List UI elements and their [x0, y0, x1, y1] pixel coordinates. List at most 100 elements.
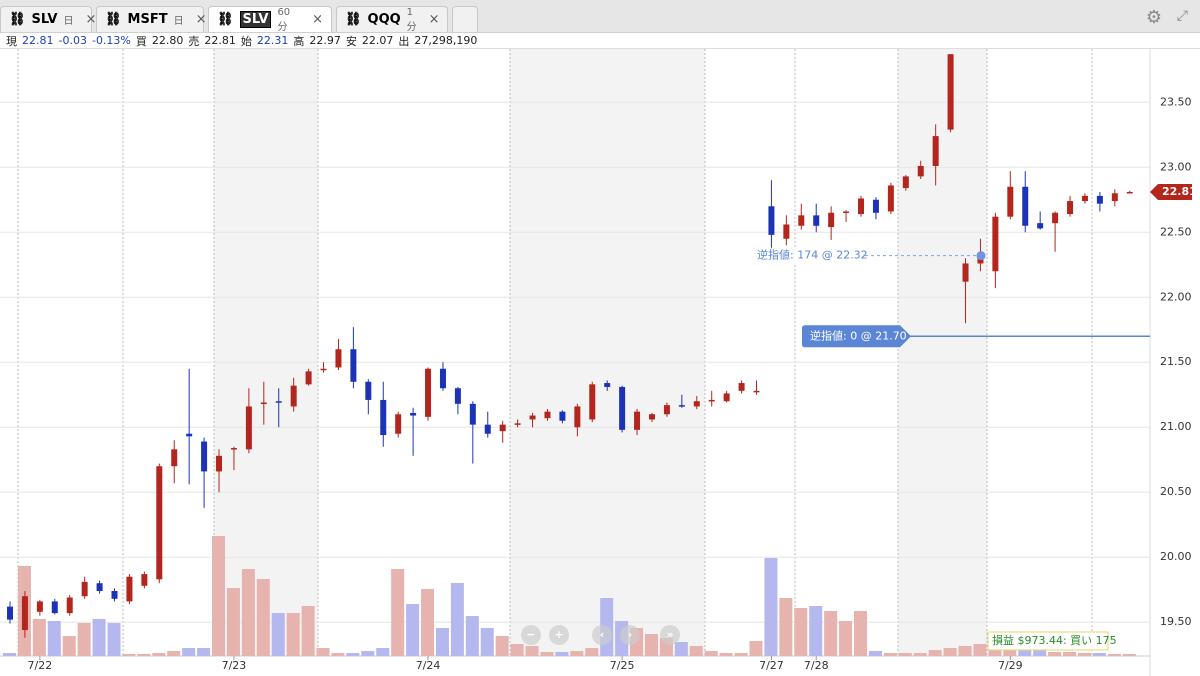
volume-bar: [734, 653, 748, 656]
zoom-button[interactable]: [620, 625, 640, 645]
volume-bar: [794, 608, 808, 656]
volume-bar: [301, 606, 315, 656]
session-shade: [214, 49, 318, 656]
volume-bar: [182, 648, 196, 656]
close-tab[interactable]: ×: [428, 12, 440, 27]
candle-body: [141, 574, 148, 586]
volume-bar: [212, 536, 226, 656]
volume-bar: [585, 648, 599, 656]
volume-bar: [943, 648, 957, 656]
candle-body: [932, 136, 939, 166]
zoom-icon: »: [666, 628, 673, 641]
close-tab[interactable]: ×: [312, 12, 323, 27]
label: 買: [135, 34, 147, 48]
candle-body: [439, 368, 446, 389]
volume-bar: [286, 613, 300, 656]
candle-body: [275, 401, 282, 403]
label: 現: [6, 34, 17, 48]
zoom-icon: −: [526, 628, 535, 641]
pnl-box: [987, 631, 1109, 651]
candle-body: [917, 165, 924, 177]
candle-body: [1067, 201, 1074, 215]
tab-symbol: MSFT: [127, 12, 168, 27]
tab[interactable]: ⛓ MSFT 日 ×: [96, 6, 207, 32]
zoom-button[interactable]: [521, 625, 541, 645]
link-icon: ⛓: [105, 12, 122, 27]
session-lines: [17, 49, 1093, 656]
volume-bar: [570, 651, 584, 656]
volume-bar: [480, 628, 494, 656]
candle-body: [604, 383, 611, 387]
candle-body: [186, 433, 193, 437]
zoom-button[interactable]: [549, 625, 569, 645]
volume-bar: [92, 619, 106, 656]
tab[interactable]: ⛓ SLV 日 ×: [0, 6, 96, 32]
candle-body: [156, 466, 163, 580]
volume-bar: [391, 569, 405, 656]
candle-body: [410, 412, 417, 416]
label: 売: [188, 34, 200, 48]
volume-bar: [450, 583, 464, 656]
volume-bar: [1018, 650, 1032, 656]
y-tick-label: 23.00: [1160, 160, 1192, 173]
candle-body: [798, 215, 805, 226]
tab[interactable]: ⛓ SLV 60 分 ×: [208, 6, 332, 33]
close-tab[interactable]: ×: [195, 12, 207, 27]
candle-body: [81, 581, 88, 597]
link-icon: ⛓: [345, 12, 362, 27]
expand-icon[interactable]: ⤢: [1176, 8, 1188, 24]
volume-bar: [1033, 650, 1047, 656]
last-price-tag: [1150, 183, 1192, 200]
candle-body: [201, 441, 208, 472]
volume-bar: [376, 648, 390, 656]
zoom-button[interactable]: [592, 625, 612, 645]
volume-bar: [809, 606, 823, 656]
value: 22.80: [151, 34, 184, 47]
candle-body: [36, 601, 43, 612]
volume-bar: [1077, 653, 1091, 656]
candle-body: [902, 176, 909, 189]
settings-icon[interactable]: ⚙: [1145, 7, 1162, 28]
candle-body: [469, 403, 476, 425]
volume-bar: [241, 569, 255, 656]
candle-body: [171, 449, 178, 467]
candle-body: [858, 198, 865, 215]
volume-bar: [107, 623, 121, 656]
order-label: 逆指値: 0 @ 21.70: [810, 328, 907, 342]
candle-body: [1126, 191, 1133, 194]
new-tab[interactable]: [452, 6, 478, 32]
volume-bar: [674, 642, 688, 656]
zoom-button[interactable]: [660, 625, 680, 645]
candle-body: [1052, 212, 1059, 224]
close-tab[interactable]: ×: [85, 12, 97, 27]
volume-bar: [1107, 654, 1121, 656]
candle-body: [663, 405, 670, 415]
volume-bar: [958, 646, 972, 656]
candle-body: [335, 349, 342, 368]
candle-body: [992, 216, 999, 272]
candle-body: [350, 349, 357, 382]
value: -0.03: [58, 34, 87, 47]
volume-bar: [749, 641, 763, 656]
order-tag: [802, 325, 911, 348]
volume-bar: [1003, 648, 1017, 656]
volume-bar: [1048, 652, 1062, 656]
candle-body: [1037, 223, 1044, 229]
value: -0.13%: [91, 34, 131, 47]
tab-symbol: SLV: [239, 11, 272, 28]
volume-bar: [435, 628, 449, 656]
volume-bar: [1063, 652, 1077, 656]
volume-bar: [122, 654, 136, 656]
volume-bar: [1122, 654, 1136, 656]
link-icon: ⛓: [9, 12, 26, 27]
candle-body: [678, 405, 685, 407]
tab[interactable]: ⛓ QQQ 1 分 ×: [336, 6, 448, 33]
volume-bar: [346, 653, 360, 656]
volume-bar: [47, 621, 61, 656]
candle-body: [454, 388, 461, 404]
label: 高: [293, 34, 305, 48]
candle-body: [365, 381, 372, 400]
zoom-icon: ›: [628, 628, 633, 641]
volume-bar: [913, 653, 927, 656]
volume-bar: [555, 652, 569, 656]
